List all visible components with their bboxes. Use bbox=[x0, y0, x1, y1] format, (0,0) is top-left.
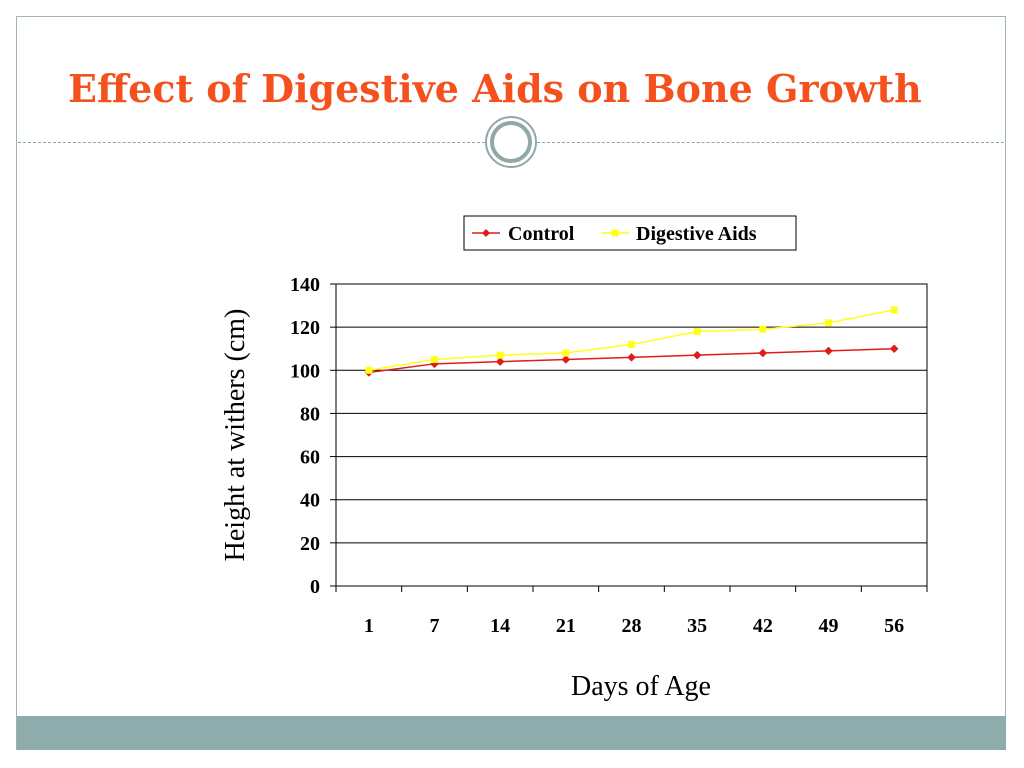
y-tick-label: 20 bbox=[300, 533, 320, 555]
data-point-digestive-aids bbox=[628, 340, 635, 348]
x-tick-label: 56 bbox=[884, 615, 904, 637]
plot-background bbox=[335, 283, 928, 587]
data-point-digestive-aids bbox=[759, 325, 767, 333]
x-tick-label: 21 bbox=[556, 615, 576, 637]
plot-area: 0 20 40 60 80 100 120 140 1 7 14 21 28 35 42 49 56 bbox=[290, 274, 928, 637]
data-point-digestive-aids bbox=[562, 349, 570, 357]
data-point-digestive-aids bbox=[365, 366, 373, 374]
data-point-control bbox=[824, 346, 833, 356]
chart-legend: Control Digestive Aids bbox=[463, 215, 797, 251]
legend-marker-control bbox=[482, 229, 490, 237]
y-tick-label: 80 bbox=[300, 403, 320, 425]
legend-label: Control bbox=[508, 223, 575, 245]
legend-box bbox=[463, 215, 797, 251]
data-point-control bbox=[692, 350, 702, 360]
circle-ornament-icon bbox=[485, 116, 537, 168]
data-point-digestive-aids bbox=[890, 306, 898, 314]
x-tick-label: 35 bbox=[687, 615, 707, 637]
legend-label: Digestive Aids bbox=[636, 223, 757, 245]
footer-band bbox=[17, 716, 1006, 750]
data-point-control bbox=[561, 355, 571, 364]
x-tick-label: 1 bbox=[364, 615, 374, 637]
legend-marker-digestive-aids bbox=[611, 229, 619, 237]
y-tick-label: 60 bbox=[300, 447, 320, 469]
data-point-control bbox=[889, 344, 899, 354]
y-tick-label: 120 bbox=[290, 317, 320, 339]
y-axis-label: Height at withers (cm) bbox=[220, 309, 251, 562]
slide-title: Effect of Digestive Aids on Bone Growth bbox=[68, 66, 922, 111]
data-point-control bbox=[495, 357, 505, 367]
x-tick-label: 49 bbox=[819, 615, 839, 637]
data-point-control bbox=[758, 348, 768, 358]
y-tick-label: 0 bbox=[310, 576, 320, 598]
x-axis-label: Days of Age bbox=[571, 671, 711, 702]
y-tick-label: 100 bbox=[290, 360, 320, 382]
y-tick-label: 40 bbox=[300, 490, 320, 512]
data-point-digestive-aids bbox=[431, 356, 438, 363]
x-tick-label: 42 bbox=[753, 615, 773, 637]
data-point-digestive-aids bbox=[693, 327, 701, 335]
x-tick-label: 7 bbox=[430, 615, 440, 637]
data-point-digestive-aids bbox=[825, 319, 832, 327]
data-point-digestive-aids bbox=[496, 351, 504, 359]
y-tick-label: 140 bbox=[290, 274, 320, 296]
x-tick-label: 28 bbox=[622, 615, 642, 637]
x-tick-label: 14 bbox=[490, 615, 510, 637]
data-point-control bbox=[627, 352, 636, 362]
